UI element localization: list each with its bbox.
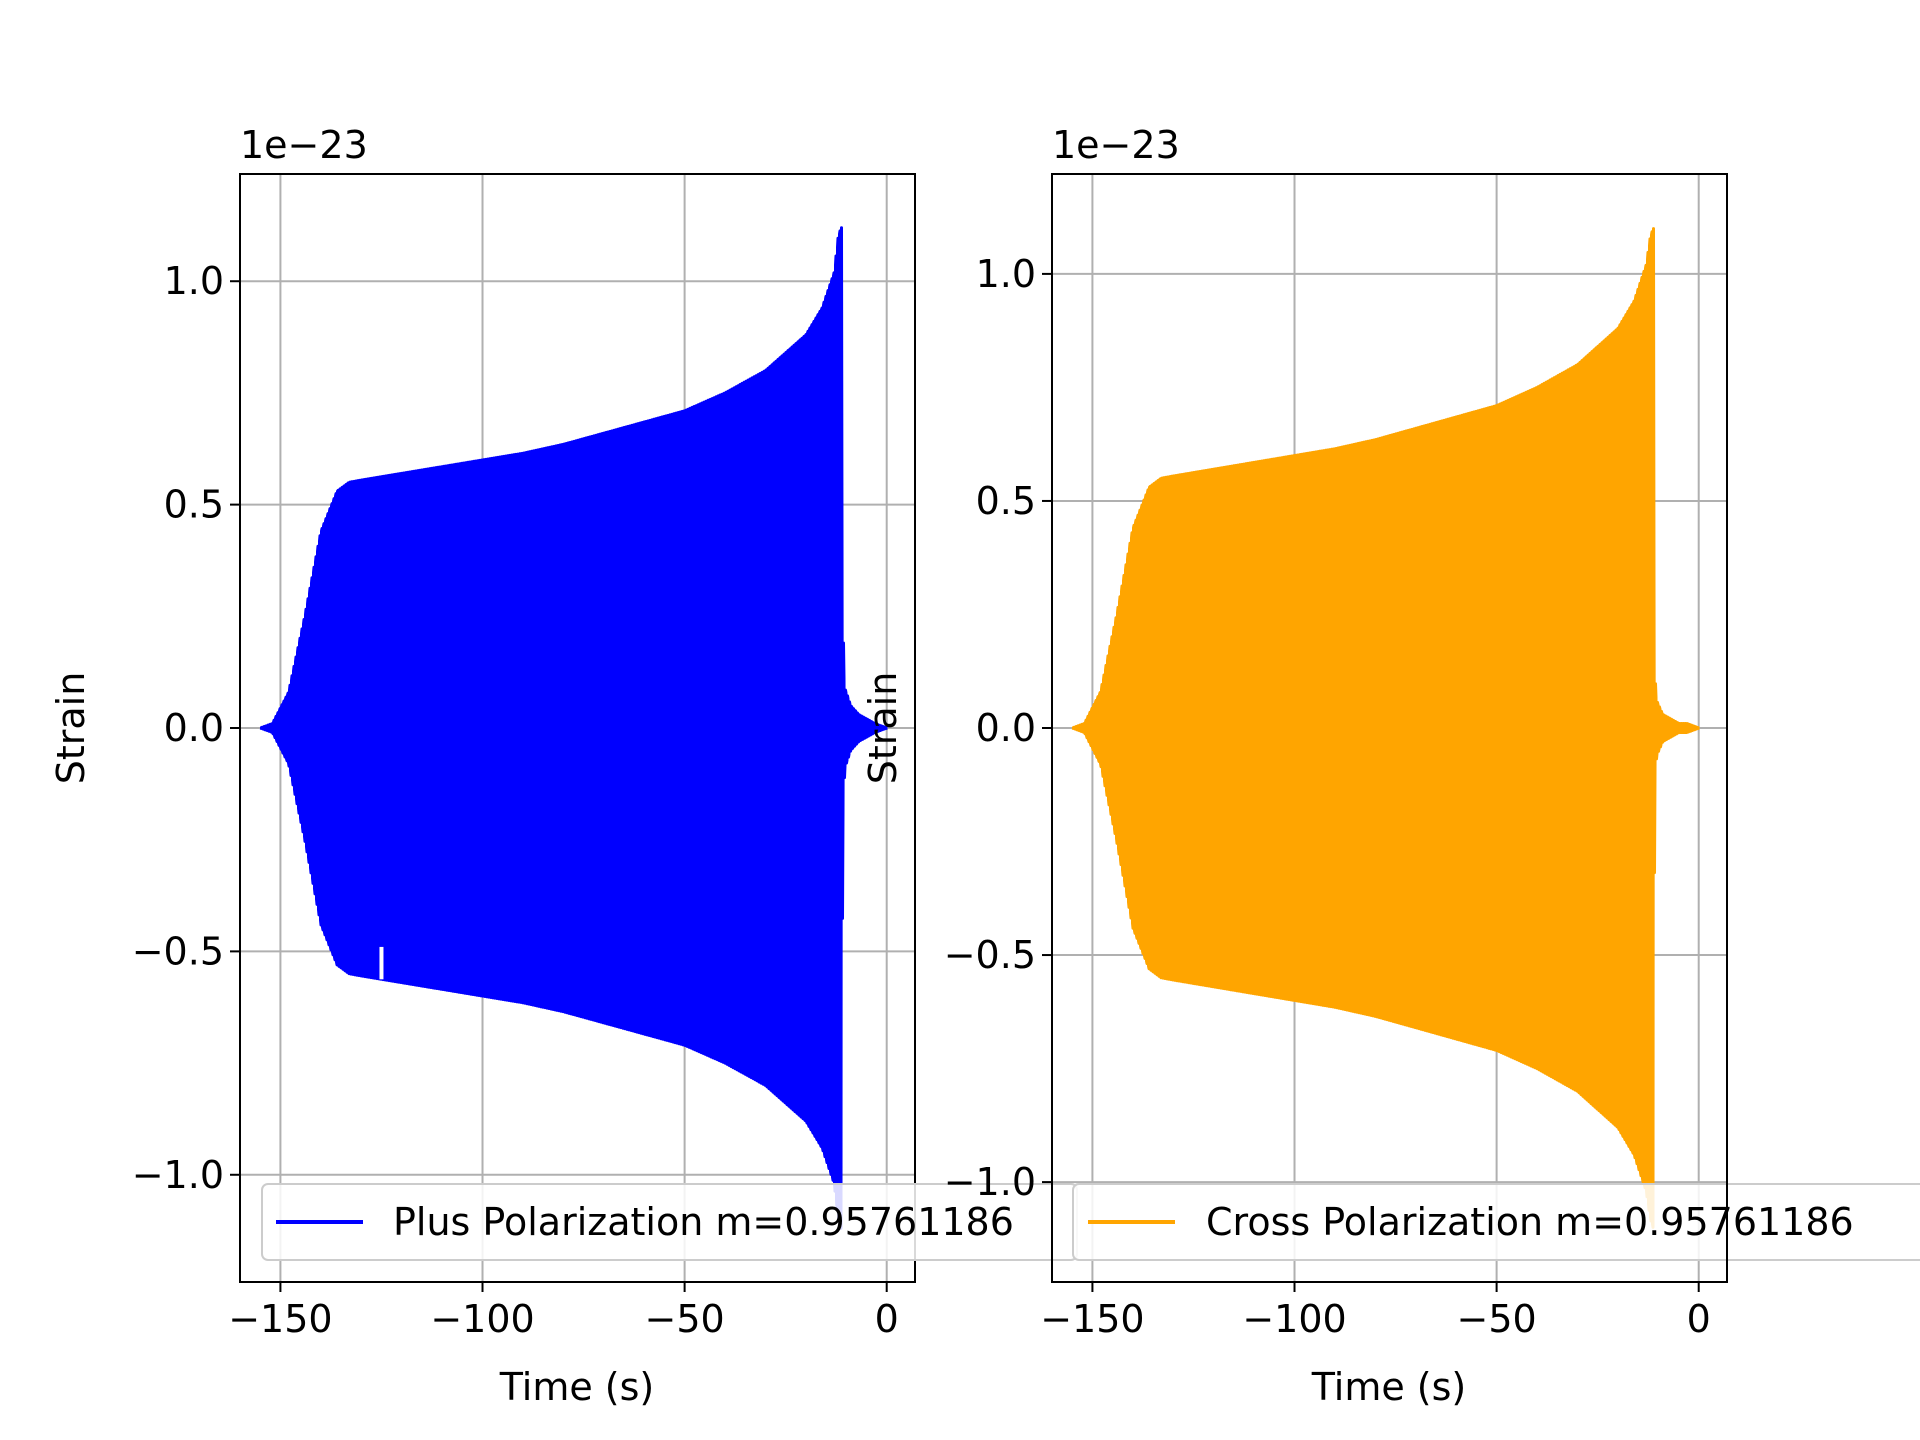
x-ticks-plus: −150 −100 −50 0 xyxy=(228,1282,899,1341)
x-tick-label: −150 xyxy=(1040,1297,1144,1341)
y-ticks-plus: −1.0 −0.5 0.0 0.5 1.0 xyxy=(132,259,240,1197)
y-tick-label: 1.0 xyxy=(164,259,224,303)
y-tick-label: 1.0 xyxy=(976,252,1036,296)
y-axis-label-cross: Strain xyxy=(861,672,905,785)
y-tick-label: 0.5 xyxy=(976,479,1036,523)
subplot-cross: Cross Polarization m=0.95761186 −150 −100… xyxy=(861,123,1920,1409)
y-tick-label: −1.0 xyxy=(132,1153,224,1197)
x-tick-label: −50 xyxy=(1457,1297,1537,1341)
x-tick-label: 0 xyxy=(875,1297,899,1341)
y-tick-label: 0.0 xyxy=(164,706,224,750)
offset-text-cross: 1e−23 xyxy=(1052,123,1180,167)
x-tick-label: −50 xyxy=(645,1297,725,1341)
legend-cross: Cross Polarization m=0.95761186 xyxy=(1072,1183,1920,1261)
y-tick-label: 0.0 xyxy=(976,706,1036,750)
x-axis-label-plus: Time (s) xyxy=(499,1365,655,1409)
x-tick-label: −150 xyxy=(228,1297,332,1341)
series-plus-waveform xyxy=(259,226,889,1230)
x-tick-label: −100 xyxy=(1242,1297,1346,1341)
series-cross-waveform xyxy=(1071,227,1701,1229)
legend-box-cross xyxy=(1072,1183,1920,1261)
legend-label-plus: Plus Polarization m=0.95761186 xyxy=(393,1200,1014,1244)
subplot-plus: −150 −100 −50 0 −1.0 −0.5 0.0 0.5 1.0 1e−23 Tim… xyxy=(49,123,1078,1409)
y-axis-label-plus: Strain xyxy=(49,672,93,785)
y-tick-label: −1.0 xyxy=(944,1160,1036,1204)
x-axis-label-cross: Time (s) xyxy=(1311,1365,1467,1409)
waveform-line xyxy=(1071,227,1701,1229)
legend-plus: Plus Polarization m=0.95761186 xyxy=(261,1183,1078,1261)
waveform-line xyxy=(259,226,889,1230)
y-ticks-cross: −1.0 −0.5 0.0 0.5 1.0 xyxy=(944,252,1052,1204)
x-tick-label: −100 xyxy=(430,1297,534,1341)
y-tick-label: −0.5 xyxy=(132,929,224,973)
x-tick-label: 0 xyxy=(1687,1297,1711,1341)
y-tick-label: −0.5 xyxy=(944,933,1036,977)
legend-label-cross: Cross Polarization m=0.95761186 xyxy=(1206,1200,1854,1244)
x-ticks-cross: −150 −100 −50 0 xyxy=(1040,1282,1711,1341)
y-tick-label: 0.5 xyxy=(164,483,224,527)
offset-text-plus: 1e−23 xyxy=(240,123,368,167)
